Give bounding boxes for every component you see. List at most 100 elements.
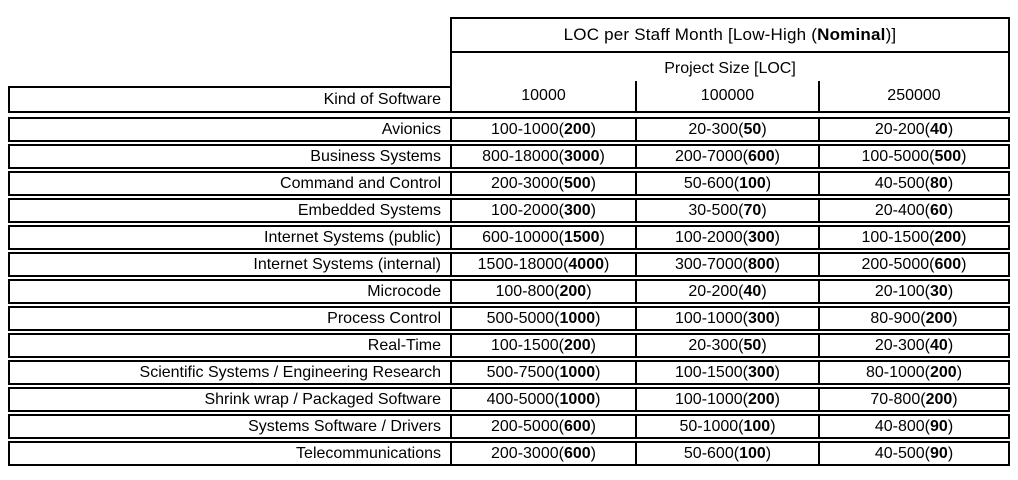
table-title-suffix: )] — [885, 25, 897, 44]
table-row: Microcode 100-800(200) 20-200(40) 20-100(30… — [8, 279, 1010, 304]
loc-range-cell: 80-1000(200) — [818, 362, 1008, 383]
nominal-value: 300 — [747, 228, 775, 246]
loc-range-cell: 20-300(40) — [818, 335, 1008, 356]
row-label: Avionics — [381, 120, 441, 138]
loc-range-cell: 20-200(40) — [635, 281, 818, 302]
loc-range-cell: 40-800(90) — [818, 416, 1008, 437]
loc-range-cell: 100-1500(300) — [635, 362, 818, 383]
table-row: Embedded Systems 100-2000(300) 30-500(70) 2… — [8, 198, 1010, 223]
row-label: Microcode — [367, 282, 441, 300]
loc-range-cell: 20-300(50) — [635, 119, 818, 140]
loc-range-cell: 80-900(200) — [818, 308, 1008, 329]
table-row: Internet Systems (internal) 1500-18000(40… — [8, 252, 1010, 277]
loc-range-cell: 50-600(100) — [635, 443, 818, 464]
table-row: Shrink wrap / Packaged Software 400-5000(… — [8, 387, 1010, 412]
nominal-value: 800 — [747, 255, 775, 273]
table-title: LOC per Staff Month [Low-High (Nominal)] — [450, 17, 1010, 53]
nominal-value: 600 — [747, 147, 775, 165]
row-label: Embedded Systems — [297, 201, 441, 219]
row-label: Systems Software / Drivers — [248, 417, 441, 435]
loc-range-cell: 50-1000(100) — [635, 416, 818, 437]
loc-range-cell: 20-100(30) — [818, 281, 1008, 302]
nominal-value: 100 — [739, 174, 766, 192]
loc-range-cell: 100-1000(200) — [450, 119, 635, 140]
loc-range-cell: 200-3000(600) — [450, 443, 635, 464]
nominal-value: 300 — [747, 309, 775, 327]
loc-range-cell: 70-800(200) — [818, 389, 1008, 410]
row-label: Internet Systems (internal) — [253, 255, 441, 273]
loc-range-cell: 200-7000(600) — [635, 146, 818, 167]
column-header-size-10000: 10000 — [521, 87, 566, 104]
size-column-headers: 10000 100000 250000 — [452, 81, 1008, 111]
nominal-value: 1000 — [559, 363, 596, 381]
nominal-value: 200 — [563, 120, 591, 138]
table-row: Telecommunications 200-3000(600) 50-600(10… — [8, 441, 1010, 466]
loc-range-cell: 200-5000(600) — [450, 416, 635, 437]
table-row: Command and Control 200-3000(500) 50-600(1… — [8, 171, 1010, 196]
nominal-value: 100 — [739, 444, 766, 462]
table-title-prefix: LOC per Staff Month [Low-High ( — [563, 25, 818, 44]
row-label: Real-Time — [367, 336, 441, 354]
table-row: Systems Software / Drivers 200-5000(600) 5… — [8, 414, 1010, 439]
table-title-nominal: Nominal — [817, 25, 886, 44]
table-body: Avionics 100-1000(200) 20-300(50) 20-200(40… — [8, 117, 1010, 468]
row-label: Scientific Systems / Engineering Researc… — [139, 363, 441, 381]
loc-range-cell: 100-2000(300) — [635, 227, 818, 248]
loc-range-cell: 30-500(70) — [635, 200, 818, 221]
nominal-value: 30 — [930, 282, 948, 300]
row-label: Internet Systems (public) — [264, 228, 441, 246]
project-size-header-box: Project Size [LOC] 10000 100000 250000 — [450, 53, 1010, 113]
nominal-value: 200 — [934, 228, 962, 246]
loc-range-cell: 500-5000(1000) — [450, 308, 635, 329]
loc-range-cell: 100-1500(200) — [450, 335, 635, 356]
loc-range-cell: 20-200(40) — [818, 119, 1008, 140]
row-label: Telecommunications — [296, 444, 441, 462]
loc-range-cell: 100-5000(500) — [818, 146, 1008, 167]
nominal-value: 80 — [930, 174, 948, 192]
table-row: Process Control 500-5000(1000) 100-1000(30… — [8, 306, 1010, 331]
nominal-value: 200 — [559, 282, 587, 300]
table-row: Avionics 100-1000(200) 20-300(50) 20-200(40… — [8, 117, 1010, 142]
nominal-value: 300 — [747, 363, 775, 381]
nominal-value: 100 — [743, 417, 771, 435]
loc-range-cell: 400-5000(1000) — [450, 389, 635, 410]
loc-range-cell: 100-1000(300) — [635, 308, 818, 329]
nominal-value: 1000 — [559, 309, 596, 327]
loc-range-cell: 100-2000(300) — [450, 200, 635, 221]
loc-range-cell: 100-1000(200) — [635, 389, 818, 410]
nominal-value: 90 — [930, 444, 948, 462]
nominal-value: 200 — [563, 336, 591, 354]
nominal-value: 40 — [930, 336, 948, 354]
nominal-value: 3000 — [563, 147, 600, 165]
nominal-value: 200 — [747, 390, 775, 408]
row-label: Shrink wrap / Packaged Software — [204, 390, 441, 408]
loc-range-cell: 500-7500(1000) — [450, 362, 635, 383]
nominal-value: 500 — [563, 174, 591, 192]
nominal-value: 50 — [743, 120, 762, 138]
row-header-kind-of-software: Kind of Software — [8, 86, 452, 113]
loc-range-cell: 600-10000(1500) — [450, 227, 635, 248]
nominal-value: 300 — [563, 201, 591, 219]
row-label: Process Control — [327, 309, 441, 327]
column-header-size-100000: 100000 — [635, 81, 818, 111]
nominal-value: 90 — [930, 417, 948, 435]
loc-range-cell: 40-500(80) — [818, 173, 1008, 194]
table-row: Internet Systems (public) 600-10000(1500)… — [8, 225, 1010, 250]
loc-range-cell: 50-600(100) — [635, 173, 818, 194]
loc-range-cell: 100-1500(200) — [818, 227, 1008, 248]
loc-range-cell: 300-7000(800) — [635, 254, 818, 275]
loc-range-cell: 1500-18000(4000) — [450, 254, 635, 275]
row-label: Command and Control — [280, 174, 441, 192]
loc-range-cell: 800-18000(3000) — [450, 146, 635, 167]
nominal-value: 70 — [743, 201, 762, 219]
nominal-value: 40 — [930, 120, 948, 138]
table-row: Real-Time 100-1500(200) 20-300(50) 20-300(4… — [8, 333, 1010, 358]
row-label: Business Systems — [310, 147, 441, 165]
nominal-value: 600 — [934, 255, 962, 273]
nominal-value: 50 — [743, 336, 762, 354]
loc-range-cell: 40-500(90) — [818, 443, 1008, 464]
nominal-value: 600 — [563, 444, 591, 462]
loc-range-cell: 100-800(200) — [450, 281, 635, 302]
loc-range-cell: 20-400(60) — [818, 200, 1008, 221]
